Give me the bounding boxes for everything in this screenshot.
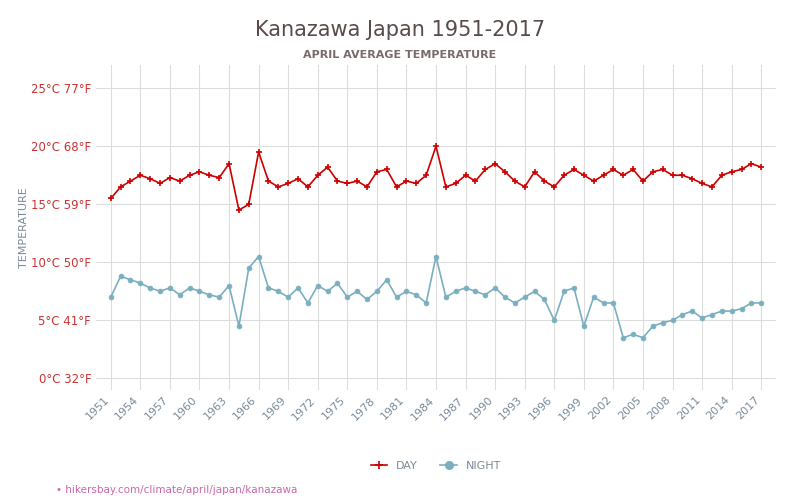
NIGHT <box>411 292 421 298</box>
NIGHT <box>757 300 766 306</box>
NIGHT <box>717 308 726 314</box>
Text: • hikersbay.com/climate/april/japan/kanazawa: • hikersbay.com/climate/april/japan/kana… <box>56 485 298 495</box>
DAY <box>106 196 115 202</box>
Text: APRIL AVERAGE TEMPERATURE: APRIL AVERAGE TEMPERATURE <box>303 50 497 60</box>
DAY <box>234 207 244 213</box>
NIGHT <box>254 254 263 260</box>
NIGHT <box>185 285 194 291</box>
NIGHT <box>382 276 391 282</box>
NIGHT <box>106 294 115 300</box>
Line: DAY: DAY <box>108 144 764 213</box>
DAY <box>717 172 726 178</box>
NIGHT <box>609 300 618 306</box>
DAY <box>411 180 421 186</box>
DAY <box>185 172 194 178</box>
DAY <box>757 164 766 170</box>
DAY <box>431 144 441 150</box>
Line: NIGHT: NIGHT <box>108 254 764 340</box>
DAY <box>382 166 391 172</box>
Text: Kanazawa Japan 1951-2017: Kanazawa Japan 1951-2017 <box>255 20 545 40</box>
DAY <box>618 172 628 178</box>
NIGHT <box>618 335 628 341</box>
NIGHT <box>155 288 165 294</box>
DAY <box>155 180 165 186</box>
Y-axis label: TEMPERATURE: TEMPERATURE <box>19 187 29 268</box>
Legend: DAY, NIGHT: DAY, NIGHT <box>366 456 506 475</box>
